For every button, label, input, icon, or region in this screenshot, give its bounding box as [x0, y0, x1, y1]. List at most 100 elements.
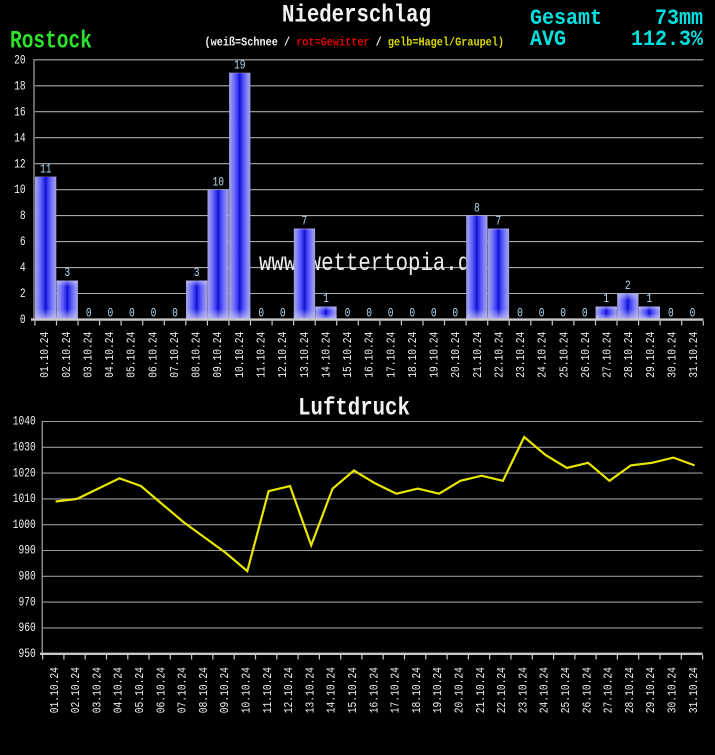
svg-text:0: 0: [366, 307, 372, 321]
svg-text:23.10.24: 23.10.24: [515, 331, 528, 377]
svg-text:01.10.24: 01.10.24: [49, 667, 62, 713]
svg-text:28.10.24: 28.10.24: [624, 667, 637, 713]
svg-text:03.10.24: 03.10.24: [91, 667, 104, 713]
svg-text:08.10.24: 08.10.24: [191, 331, 204, 377]
svg-text:13.10.24: 13.10.24: [304, 667, 317, 713]
svg-text:1000: 1000: [13, 519, 36, 533]
svg-text:8: 8: [20, 210, 26, 224]
svg-text:04.10.24: 04.10.24: [104, 331, 117, 377]
svg-text:2: 2: [20, 288, 26, 302]
svg-text:1010: 1010: [13, 493, 36, 507]
svg-text:26.10.24: 26.10.24: [580, 331, 593, 377]
svg-text:07.10.24: 07.10.24: [177, 667, 190, 713]
svg-text:31.10.24: 31.10.24: [688, 667, 701, 713]
svg-text:11.10.24: 11.10.24: [262, 667, 275, 713]
svg-text:11.10.24: 11.10.24: [256, 331, 269, 377]
svg-text:7: 7: [496, 215, 502, 229]
svg-text:19.10.24: 19.10.24: [432, 667, 445, 713]
svg-text:16.10.24: 16.10.24: [364, 331, 377, 377]
svg-text:0: 0: [560, 307, 566, 321]
svg-text:10.10.24: 10.10.24: [234, 331, 247, 377]
svg-text:17.10.24: 17.10.24: [385, 331, 398, 377]
svg-text:0: 0: [258, 307, 264, 321]
svg-text:112.3%: 112.3%: [631, 27, 703, 52]
svg-text:0: 0: [452, 307, 458, 321]
svg-text:1040: 1040: [13, 416, 36, 430]
svg-text:AVG: AVG: [530, 27, 566, 52]
svg-text:1: 1: [647, 293, 653, 307]
svg-text:0: 0: [409, 307, 415, 321]
svg-text:27.10.24: 27.10.24: [602, 331, 615, 377]
svg-text:12: 12: [14, 158, 26, 172]
svg-text:970: 970: [19, 596, 36, 610]
svg-text:16: 16: [14, 106, 26, 120]
svg-text:31.10.24: 31.10.24: [688, 331, 701, 377]
svg-text:0: 0: [20, 314, 26, 328]
svg-text:06.10.24: 06.10.24: [155, 667, 168, 713]
svg-text:20.10.24: 20.10.24: [454, 667, 467, 713]
svg-text:0: 0: [129, 307, 135, 321]
svg-text:0: 0: [86, 307, 92, 321]
svg-text:24.10.24: 24.10.24: [537, 331, 550, 377]
svg-text:02.10.24: 02.10.24: [61, 331, 74, 377]
svg-text:0: 0: [151, 307, 157, 321]
svg-text:17.10.24: 17.10.24: [390, 667, 403, 713]
svg-text:14.10.24: 14.10.24: [320, 331, 333, 377]
svg-text:30.10.24: 30.10.24: [667, 667, 680, 713]
svg-text:0: 0: [280, 307, 286, 321]
svg-text:18.10.24: 18.10.24: [411, 667, 424, 713]
svg-text:3: 3: [64, 267, 70, 281]
svg-text:04.10.24: 04.10.24: [113, 667, 126, 713]
svg-text:0: 0: [517, 307, 523, 321]
svg-text:01.10.24: 01.10.24: [39, 331, 52, 377]
svg-text:1: 1: [323, 293, 329, 307]
svg-text:10: 10: [14, 184, 26, 198]
svg-text:0: 0: [172, 307, 178, 321]
svg-text:73mm: 73mm: [655, 6, 703, 31]
svg-text:29.10.24: 29.10.24: [645, 667, 658, 713]
svg-text:02.10.24: 02.10.24: [70, 667, 83, 713]
svg-text:12.10.24: 12.10.24: [283, 667, 296, 713]
svg-text:2: 2: [625, 280, 631, 294]
svg-text:7: 7: [302, 215, 308, 229]
svg-text:www.wettertopia.de: www.wettertopia.de: [259, 249, 483, 277]
svg-text:06.10.24: 06.10.24: [147, 331, 160, 377]
svg-text:(weiß=Schnee / rot=Gewitter /: (weiß=Schnee / rot=Gewitter / gelb=Hagel…: [205, 37, 505, 50]
svg-text:22.10.24: 22.10.24: [496, 667, 509, 713]
svg-text:0: 0: [345, 307, 351, 321]
svg-text:1030: 1030: [13, 441, 36, 455]
svg-text:0: 0: [431, 307, 437, 321]
svg-text:0: 0: [582, 307, 588, 321]
svg-text:6: 6: [20, 236, 26, 250]
svg-text:19.10.24: 19.10.24: [429, 331, 442, 377]
svg-text:07.10.24: 07.10.24: [169, 331, 182, 377]
svg-text:990: 990: [19, 545, 36, 559]
svg-text:15.10.24: 15.10.24: [347, 667, 360, 713]
svg-text:21.10.24: 21.10.24: [472, 331, 485, 377]
svg-text:09.10.24: 09.10.24: [219, 667, 232, 713]
svg-text:980: 980: [19, 570, 36, 584]
svg-text:28.10.24: 28.10.24: [623, 331, 636, 377]
svg-text:14.10.24: 14.10.24: [326, 667, 339, 713]
svg-text:960: 960: [19, 622, 36, 636]
svg-text:16.10.24: 16.10.24: [368, 667, 381, 713]
svg-text:10: 10: [212, 176, 224, 190]
svg-text:0: 0: [108, 307, 114, 321]
svg-text:10.10.24: 10.10.24: [241, 667, 254, 713]
svg-text:Niederschlag: Niederschlag: [282, 1, 431, 29]
svg-text:23.10.24: 23.10.24: [517, 667, 530, 713]
svg-text:09.10.24: 09.10.24: [212, 331, 225, 377]
svg-text:950: 950: [19, 648, 36, 662]
svg-text:14: 14: [14, 132, 26, 146]
svg-text:20: 20: [14, 54, 26, 68]
svg-text:19: 19: [234, 59, 246, 73]
svg-text:13.10.24: 13.10.24: [299, 331, 312, 377]
svg-text:03.10.24: 03.10.24: [83, 331, 96, 377]
svg-text:0: 0: [388, 307, 394, 321]
svg-text:21.10.24: 21.10.24: [475, 667, 488, 713]
svg-text:0: 0: [668, 307, 674, 321]
svg-text:18: 18: [14, 80, 26, 94]
svg-text:12.10.24: 12.10.24: [277, 331, 290, 377]
svg-text:26.10.24: 26.10.24: [581, 667, 594, 713]
svg-text:1: 1: [603, 293, 609, 307]
